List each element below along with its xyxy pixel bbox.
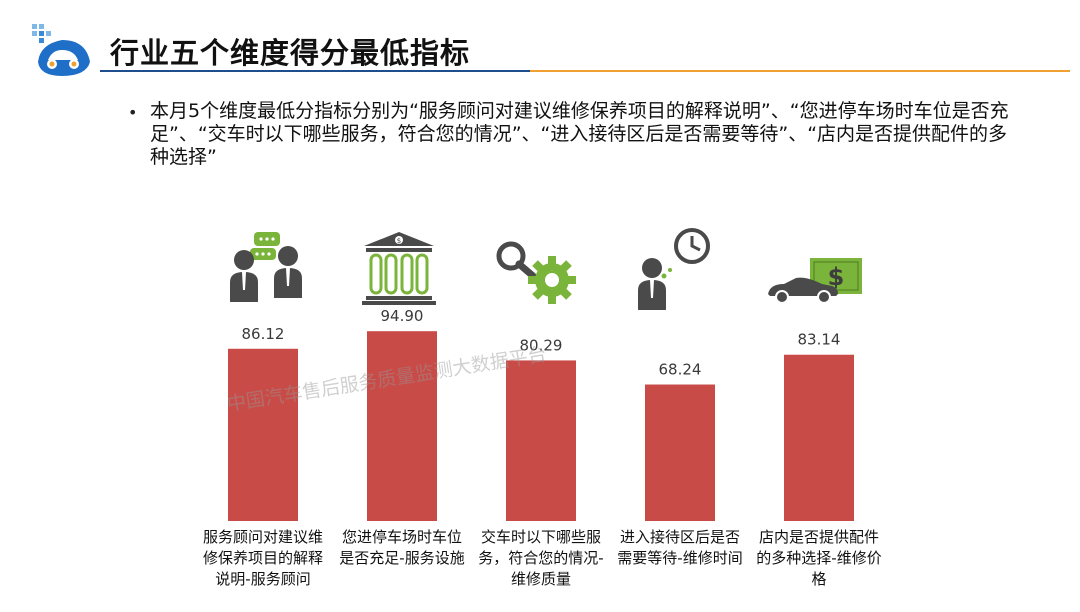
search-gear-icon (496, 241, 576, 304)
category-label-4: 进入接待区后是否需要等待-维修时间 (617, 528, 743, 567)
summary-text: 本月5个维度最低分指标分别为“服务顾问对建议维修保养项目的解释说明”、“您进停车… (150, 100, 1009, 168)
category-label-2: 您进停车场时车位是否充足-服务设施 (339, 528, 465, 567)
bullet-dot: • (128, 103, 138, 122)
value-label-1: 86.12 (242, 325, 285, 343)
car-money-icon: $ (768, 258, 862, 304)
svg-text:$: $ (828, 263, 845, 291)
bars-group (228, 331, 854, 521)
logo-icon (32, 24, 90, 76)
value-label-4: 68.24 (659, 361, 702, 379)
category-label-1: 服务顾问对建议维修保养项目的解释说明-服务顾问 (202, 528, 323, 588)
svg-text:$: $ (397, 237, 401, 245)
bar-5 (784, 354, 854, 521)
bank-icon: $ (362, 232, 436, 305)
bar-4 (645, 384, 715, 521)
value-labels-group: 86.12 94.90 80.29 68.24 83.14 (242, 307, 841, 378)
category-label-3: 交车时以下哪些服务，符合您的情况-维修质量 (478, 528, 604, 588)
category-label-5: 店内是否提供配件的多种选择-维修价格 (756, 528, 882, 588)
value-label-3: 80.29 (520, 336, 563, 354)
bar-1 (228, 348, 298, 521)
title-underline-accent (530, 70, 1070, 72)
bar-3 (506, 360, 576, 521)
page-title: 行业五个维度得分最低指标 (110, 36, 471, 70)
person-clock-icon (638, 228, 710, 310)
value-label-2: 94.90 (381, 307, 424, 325)
bar-2 (367, 331, 437, 521)
consultation-icon (230, 232, 302, 302)
title-underline (100, 70, 530, 72)
value-label-5: 83.14 (798, 331, 841, 349)
